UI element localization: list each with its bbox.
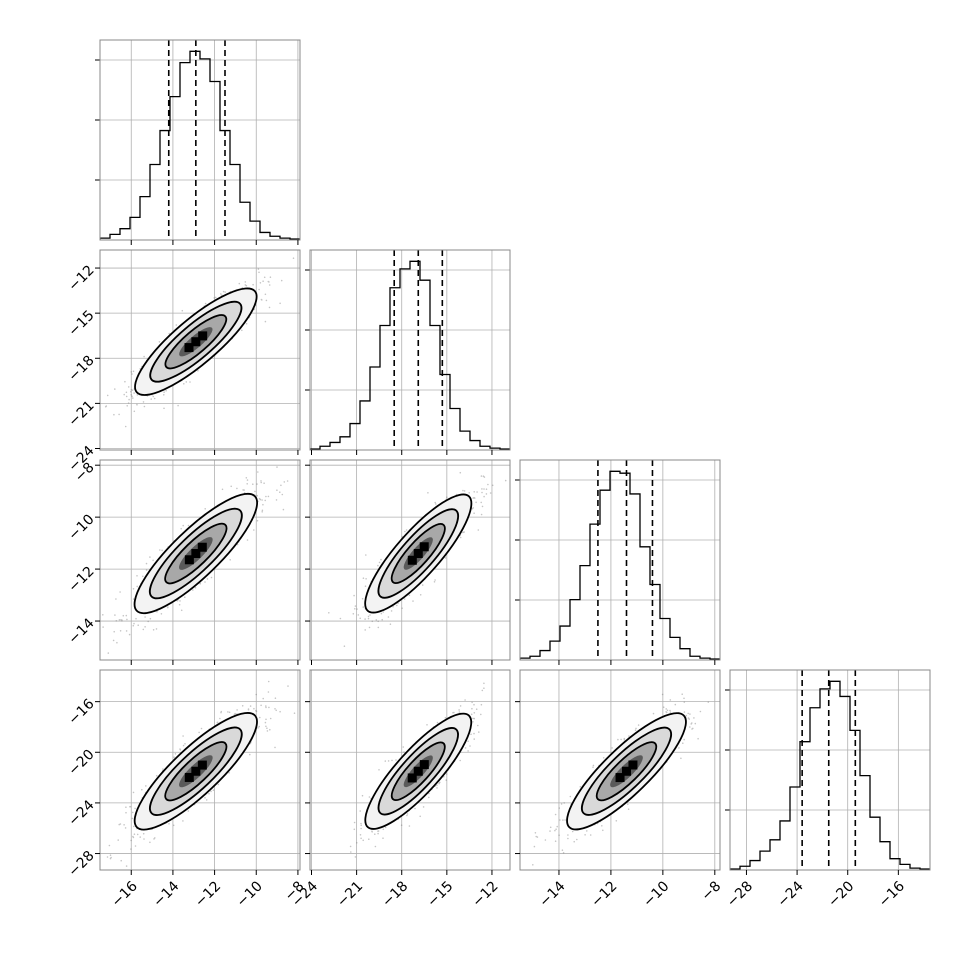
- x-tick-label: −14: [536, 878, 568, 910]
- density-panel-3-2: −14 −12 −10 −8: [515, 669, 725, 911]
- x-tick-label: −16: [109, 878, 141, 910]
- x-tick-label: −12: [192, 878, 224, 910]
- density-peak-cell: [407, 773, 417, 783]
- density-peak-cell: [407, 555, 417, 565]
- panel-frame: [519, 669, 721, 871]
- histogram-panel-3: −28 −24 −20 −16: [724, 669, 931, 911]
- density-peak-cell: [419, 542, 429, 552]
- density-peak-cell: [197, 760, 207, 770]
- density-peak-cell: [184, 772, 194, 782]
- x-tick-label: −18: [379, 878, 411, 910]
- x-tick-label: −10: [640, 878, 672, 910]
- histogram-step: [730, 680, 930, 870]
- y-tick-label: −10: [65, 511, 97, 543]
- y-tick-label: −16: [65, 696, 97, 728]
- density-panel-2-0: −14−12−10−8: [65, 459, 301, 665]
- panel-frame: [99, 39, 301, 241]
- x-tick-label: −14: [150, 878, 182, 910]
- histogram-step: [520, 470, 720, 660]
- panel-frame: [99, 249, 301, 451]
- y-tick-label: −24: [65, 797, 97, 829]
- x-tick-label: −21: [334, 878, 366, 910]
- y-tick-label: −14: [65, 615, 97, 647]
- density-panel-3-0: −28−24−20−16−16 −14 −12 −10 −8: [65, 669, 308, 911]
- density-peak-cell: [615, 773, 625, 783]
- histogram-step: [310, 260, 510, 450]
- density-panel-1-0: −24−21−18−15−12: [65, 249, 301, 475]
- density-peak-cell: [197, 542, 207, 552]
- y-tick-label: −12: [65, 262, 97, 294]
- panel-frame: [99, 459, 301, 661]
- x-tick-label: −12: [588, 878, 620, 910]
- panel-frame: [729, 669, 931, 871]
- panel-frame: [309, 669, 511, 871]
- panel-frame: [519, 459, 721, 661]
- x-tick-label: −16: [876, 878, 908, 910]
- density-peak-cell: [413, 549, 423, 559]
- y-tick-label: −15: [65, 308, 97, 340]
- x-tick-label: −28: [724, 878, 756, 910]
- x-tick-label: −12: [469, 878, 501, 910]
- histogram-step: [100, 50, 300, 240]
- density-peak-cell: [413, 766, 423, 776]
- density-peak-cell: [191, 549, 201, 559]
- density-peak-cell: [419, 760, 429, 770]
- y-tick-label: −28: [65, 848, 97, 880]
- y-tick-label: −12: [65, 563, 97, 595]
- density-peak-cell: [184, 343, 194, 353]
- density-peak-cell: [621, 766, 631, 776]
- x-tick-label: −20: [825, 878, 857, 910]
- y-tick-label: −20: [65, 747, 97, 779]
- y-tick-label: −21: [65, 398, 97, 430]
- density-peak-cell: [191, 766, 201, 776]
- histogram-panel-2: [515, 459, 721, 665]
- x-tick-label: −10: [234, 878, 266, 910]
- density-peak-cell: [184, 555, 194, 565]
- panel-frame: [309, 249, 511, 451]
- density-peak-cell: [628, 760, 638, 770]
- panel-frame: [309, 459, 511, 661]
- x-tick-label: −8: [699, 878, 725, 904]
- density-peak-cell: [191, 337, 201, 347]
- histogram-panel-1: [305, 249, 511, 455]
- histogram-panel-0: [95, 39, 301, 245]
- density-peak-cell: [198, 331, 208, 341]
- panel-frame: [99, 669, 301, 871]
- density-panel-3-1: −24 −21 −18 −15 −12: [289, 669, 511, 911]
- x-tick-label: −15: [424, 878, 456, 910]
- x-tick-label: −24: [774, 878, 806, 910]
- density-panel-2-1: [305, 459, 511, 665]
- y-tick-label: −18: [65, 353, 97, 385]
